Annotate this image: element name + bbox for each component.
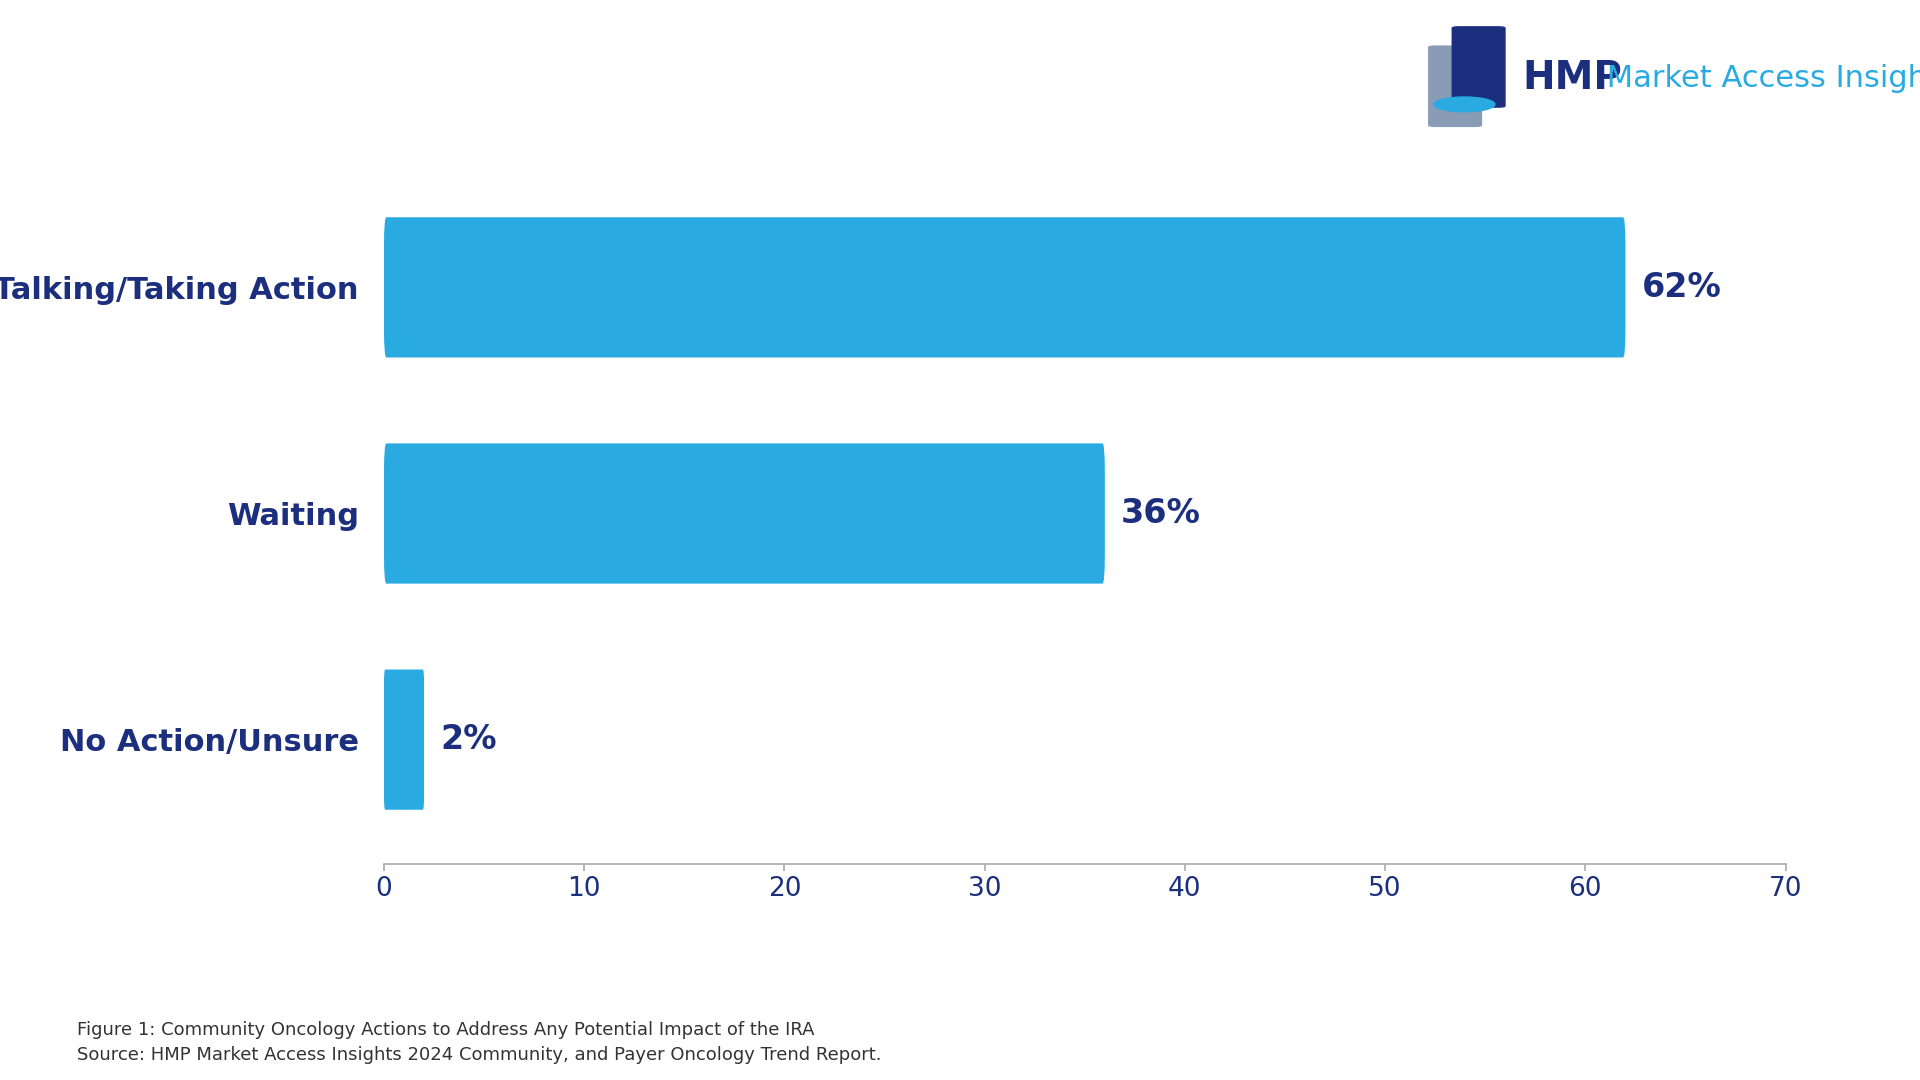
FancyBboxPatch shape <box>384 444 1104 583</box>
Text: Market Access Insights: Market Access Insights <box>1597 64 1920 93</box>
FancyBboxPatch shape <box>1428 45 1482 127</box>
FancyBboxPatch shape <box>384 670 424 810</box>
Circle shape <box>1434 97 1496 111</box>
Text: 2%: 2% <box>440 724 497 756</box>
Text: 36%: 36% <box>1121 497 1200 530</box>
FancyBboxPatch shape <box>384 217 1626 357</box>
Text: 62%: 62% <box>1642 271 1720 303</box>
Text: Figure 1: Community Oncology Actions to Address Any Potential Impact of the IRA
: Figure 1: Community Oncology Actions to … <box>77 1021 881 1064</box>
FancyBboxPatch shape <box>1452 26 1505 108</box>
Text: HMP: HMP <box>1523 59 1622 97</box>
